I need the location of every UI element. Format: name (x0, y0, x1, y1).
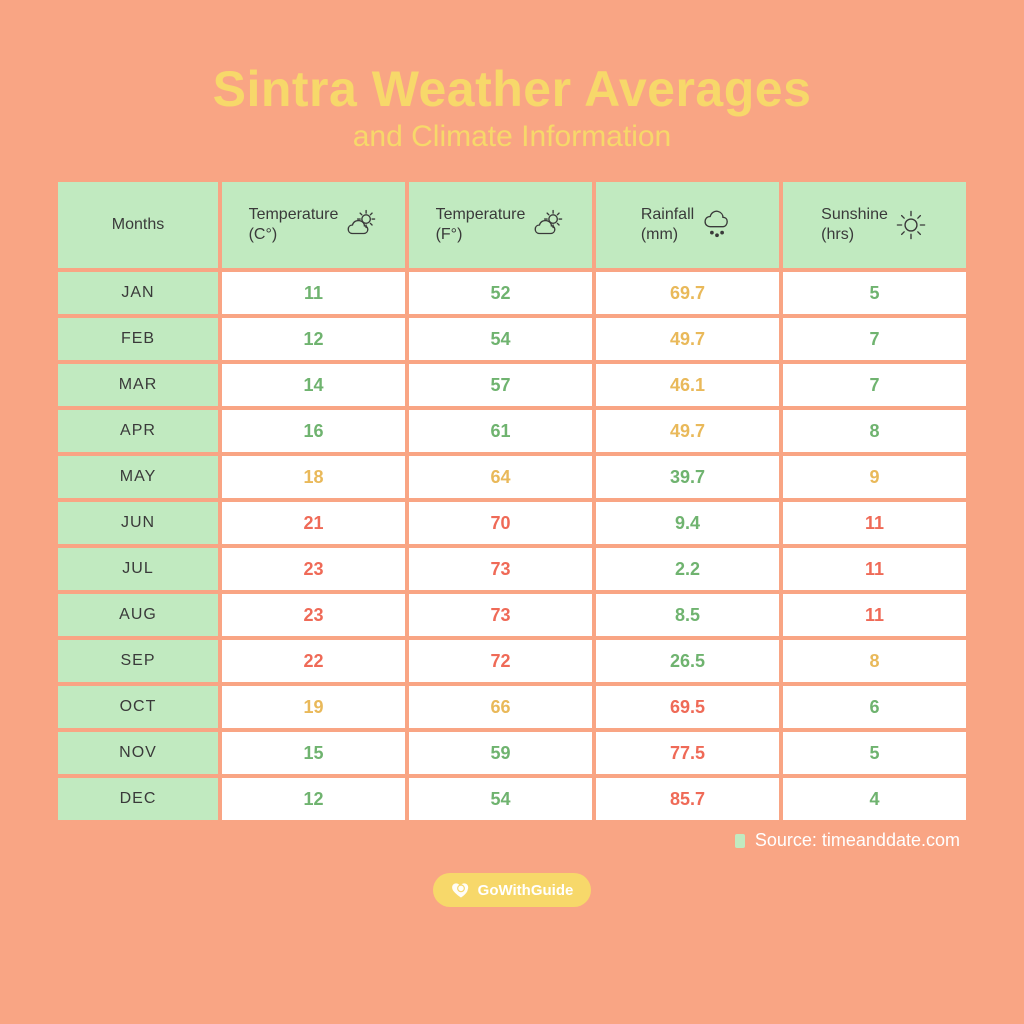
column-label: Temperature(F°) (436, 205, 526, 245)
data-cell: 7 (783, 364, 966, 406)
column-label: Temperature(C°) (249, 205, 339, 245)
data-cell: 52 (409, 272, 592, 314)
data-cell: 72 (409, 640, 592, 682)
heart-icon (451, 880, 471, 900)
data-cell: 5 (783, 732, 966, 774)
data-cell: 85.7 (596, 778, 779, 820)
data-cell: 64 (409, 456, 592, 498)
header-months: Months (58, 182, 218, 268)
data-cell: 12 (222, 778, 405, 820)
data-cell: 39.7 (596, 456, 779, 498)
header-col: Temperature(C°) (222, 182, 405, 268)
data-cell: 77.5 (596, 732, 779, 774)
rain-icon (700, 208, 734, 242)
data-cell: 11 (783, 502, 966, 544)
data-cell: 46.1 (596, 364, 779, 406)
data-cell: 19 (222, 686, 405, 728)
source-text: Source: timeanddate.com (755, 830, 960, 851)
month-cell: JUL (58, 548, 218, 590)
data-cell: 49.7 (596, 318, 779, 360)
partly-icon (531, 208, 565, 242)
data-cell: 16 (222, 410, 405, 452)
source-row: Source: timeanddate.com (58, 830, 966, 851)
data-cell: 69.7 (596, 272, 779, 314)
month-cell: DEC (58, 778, 218, 820)
data-cell: 5 (783, 272, 966, 314)
data-cell: 11 (783, 548, 966, 590)
title-main: Sintra Weather Averages (58, 60, 966, 118)
month-cell: OCT (58, 686, 218, 728)
footer: GoWithGuide (58, 873, 966, 907)
data-cell: 11 (222, 272, 405, 314)
data-cell: 2.2 (596, 548, 779, 590)
brand-label: GoWithGuide (478, 882, 574, 899)
data-cell: 4 (783, 778, 966, 820)
data-cell: 14 (222, 364, 405, 406)
brand-badge: GoWithGuide (433, 873, 592, 907)
data-cell: 23 (222, 594, 405, 636)
data-cell: 49.7 (596, 410, 779, 452)
data-cell: 21 (222, 502, 405, 544)
data-cell: 61 (409, 410, 592, 452)
data-cell: 12 (222, 318, 405, 360)
data-cell: 26.5 (596, 640, 779, 682)
data-cell: 11 (783, 594, 966, 636)
month-cell: MAY (58, 456, 218, 498)
data-cell: 59 (409, 732, 592, 774)
infographic-canvas: Sintra Weather Averages and Climate Info… (0, 0, 1024, 1024)
data-cell: 22 (222, 640, 405, 682)
data-cell: 23 (222, 548, 405, 590)
data-cell: 8.5 (596, 594, 779, 636)
data-cell: 54 (409, 778, 592, 820)
data-cell: 15 (222, 732, 405, 774)
data-cell: 18 (222, 456, 405, 498)
data-cell: 6 (783, 686, 966, 728)
month-cell: MAR (58, 364, 218, 406)
data-cell: 57 (409, 364, 592, 406)
source-chip (735, 834, 745, 848)
month-cell: NOV (58, 732, 218, 774)
data-cell: 54 (409, 318, 592, 360)
data-cell: 73 (409, 548, 592, 590)
data-cell: 9.4 (596, 502, 779, 544)
column-label: Sunshine(hrs) (821, 205, 888, 245)
data-cell: 69.5 (596, 686, 779, 728)
sun-icon (894, 208, 928, 242)
data-cell: 66 (409, 686, 592, 728)
data-cell: 9 (783, 456, 966, 498)
header-col: Sunshine(hrs) (783, 182, 966, 268)
data-cell: 7 (783, 318, 966, 360)
month-cell: APR (58, 410, 218, 452)
data-cell: 73 (409, 594, 592, 636)
data-cell: 70 (409, 502, 592, 544)
column-label: Rainfall(mm) (641, 205, 694, 245)
month-cell: JUN (58, 502, 218, 544)
data-cell: 8 (783, 640, 966, 682)
title-sub: and Climate Information (58, 120, 966, 154)
data-cell: 8 (783, 410, 966, 452)
partly-icon (344, 208, 378, 242)
month-cell: FEB (58, 318, 218, 360)
header-col: Temperature(F°) (409, 182, 592, 268)
weather-table: Months Temperature(C°) Temperature(F°) Rain… (58, 182, 966, 820)
header-col: Rainfall(mm) (596, 182, 779, 268)
month-cell: SEP (58, 640, 218, 682)
month-cell: JAN (58, 272, 218, 314)
column-label: Months (112, 215, 164, 235)
month-cell: AUG (58, 594, 218, 636)
